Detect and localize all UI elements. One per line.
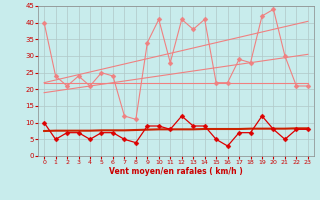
- X-axis label: Vent moyen/en rafales ( km/h ): Vent moyen/en rafales ( km/h ): [109, 167, 243, 176]
